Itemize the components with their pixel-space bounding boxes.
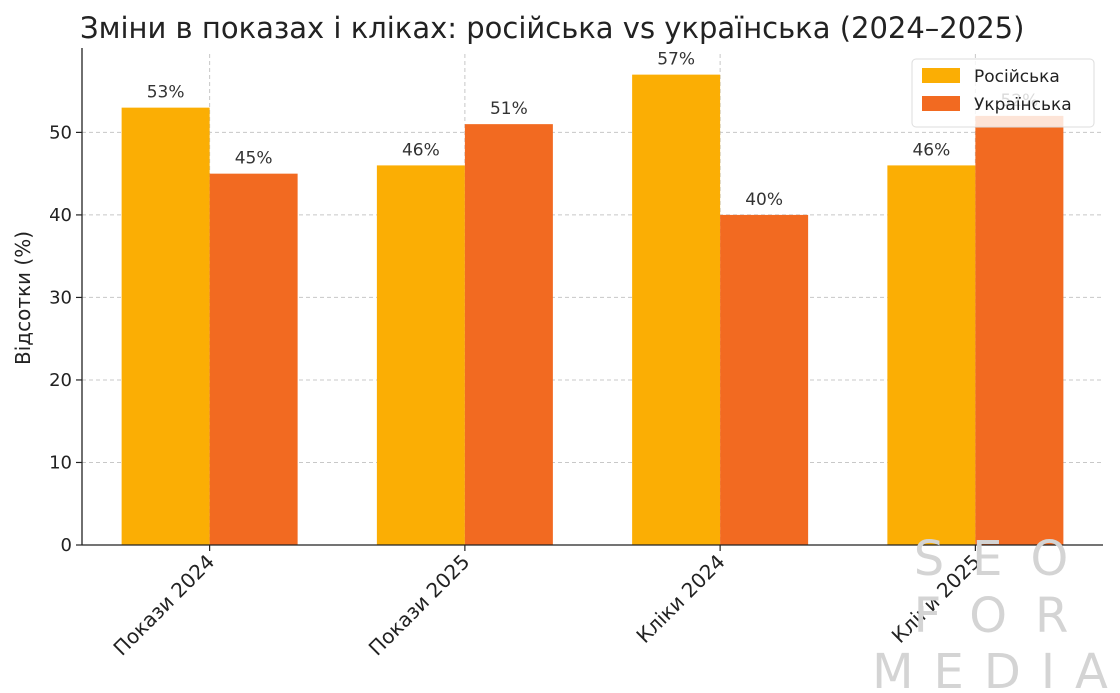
x-category-label: Кліки 2024 (631, 550, 729, 648)
watermark-logo: SEO FOR MEDIA (872, 531, 1120, 693)
bar-value-label: 51% (490, 99, 528, 119)
legend-swatch (922, 68, 960, 83)
bar-value-label: 46% (912, 140, 950, 160)
y-axis-label: Відсотки (%) (11, 231, 35, 365)
y-tick-label: 20 (49, 370, 72, 391)
legend: Російська Українська (911, 58, 1095, 128)
watermark-line1: SEO (914, 531, 1097, 587)
y-tick-labels: 0 10 20 30 40 50 (49, 122, 72, 556)
data-labels: 53%45%46%51%57%40%46%52% (147, 50, 1039, 210)
chart-title: Зміни в показах і кліках: російська vs у… (80, 11, 1024, 45)
y-tick-label: 10 (49, 452, 72, 473)
x-category-label: Покази 2025 (364, 550, 475, 661)
bar-ukrainian (464, 124, 553, 546)
bar-value-label: 45% (235, 149, 273, 169)
x-category-label: Покази 2024 (108, 550, 219, 661)
bar-ukrainian (209, 173, 298, 545)
bar-russian (376, 165, 465, 545)
bars (121, 74, 1064, 546)
bar-value-label: 53% (147, 83, 185, 103)
bar-russian (121, 107, 210, 545)
bar-russian (887, 165, 976, 545)
legend-label: Російська (974, 67, 1060, 87)
bar-value-label: 46% (402, 140, 440, 160)
y-tick-label: 40 (49, 205, 72, 226)
bar-value-label: 40% (745, 190, 783, 210)
bar-ukrainian (720, 214, 809, 546)
x-tick-labels: Покази 2024 Покази 2025 Кліки 2024 Кліки 20… (108, 550, 984, 661)
legend-swatch (922, 96, 960, 111)
y-tick-label: 30 (49, 287, 72, 308)
bar-value-label: 57% (657, 50, 695, 70)
legend-label: Українська (974, 95, 1072, 115)
y-tick-label: 50 (49, 122, 72, 143)
watermark-line2: FOR (914, 588, 1097, 644)
y-tick-label: 0 (61, 535, 72, 556)
watermark-line3: MEDIA (872, 644, 1120, 693)
bar-ukrainian (975, 115, 1064, 546)
axes (76, 48, 1103, 551)
bar-russian (632, 74, 721, 545)
